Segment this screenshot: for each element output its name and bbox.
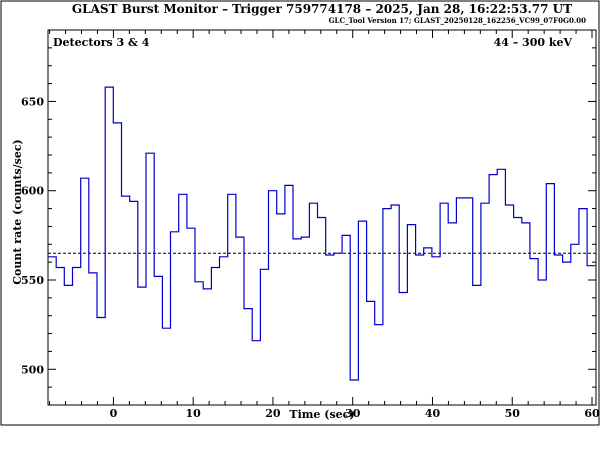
y-tick-label: 600: [21, 185, 44, 198]
chart-title: GLAST Burst Monitor – Trigger 759774178 …: [72, 2, 572, 16]
energy-label: 44 – 300 keV: [494, 36, 573, 49]
series-line: [48, 86, 596, 381]
x-tick-label: 30: [345, 407, 361, 420]
plot-frame: [47, 29, 597, 406]
x-axis-label: Time (sec): [289, 408, 354, 421]
version-label: GLC_Tool Version 17; GLAST_20250128_1622…: [329, 16, 587, 25]
axis-ticks: 0 10 20 30 40 50 60 500 550 600 650: [21, 29, 600, 420]
x-tick-label: 50: [505, 407, 521, 420]
y-tick-label: 650: [21, 95, 44, 108]
x-tick-label: 10: [186, 407, 202, 420]
detectors-label: Detectors 3 & 4: [53, 36, 150, 49]
page-border: [0, 0, 600, 426]
y-tick-label: 500: [21, 363, 44, 376]
y-tick-label: 550: [21, 274, 44, 287]
x-tick-label: 0: [110, 407, 118, 420]
x-tick-label: 60: [584, 407, 600, 420]
x-tick-label: 40: [425, 407, 441, 420]
y-axis-label: Count rate (counts/sec): [11, 139, 24, 284]
x-tick-label: 20: [265, 407, 281, 420]
